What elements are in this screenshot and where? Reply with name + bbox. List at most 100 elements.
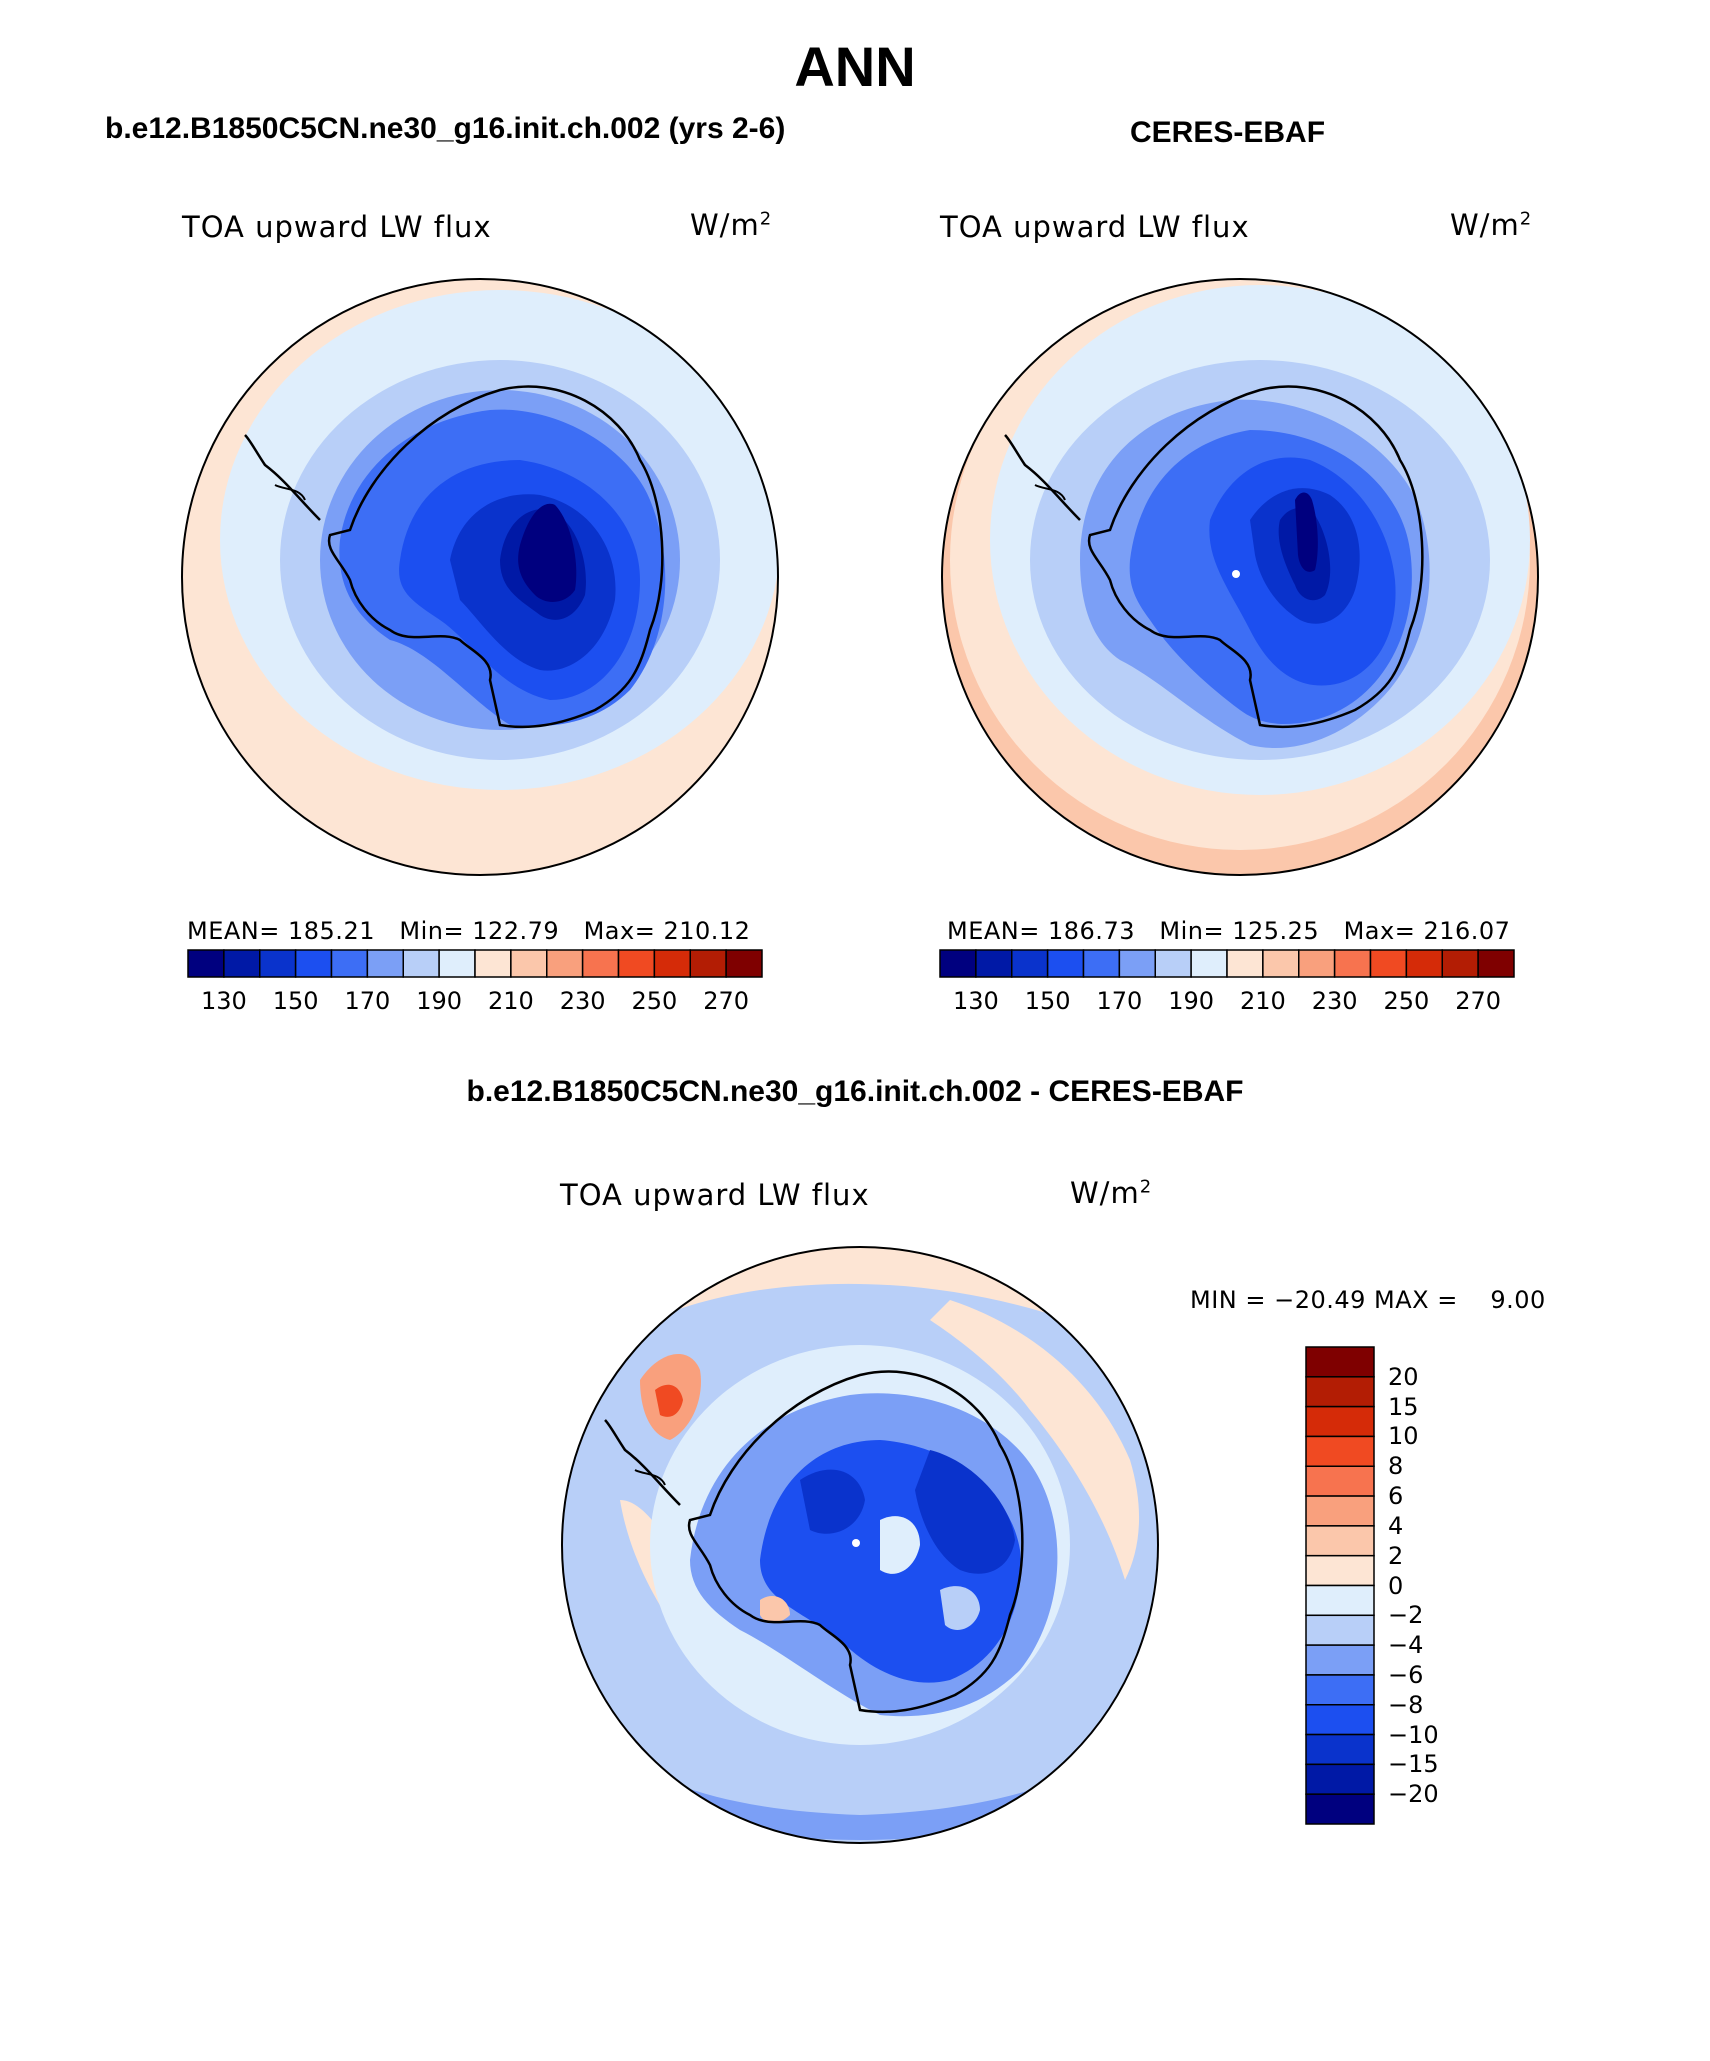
colorbar-swatch (438, 949, 476, 978)
diff-colorbar-swatch (1305, 1554, 1375, 1587)
diff-colorbar-tick-label: −8 (1388, 1690, 1424, 1719)
colorbar-swatch (223, 949, 261, 978)
colorbar-tick-label: 170 (1096, 987, 1143, 1015)
colorbar-swatch (1154, 949, 1192, 978)
colorbar-swatch (1011, 949, 1049, 978)
right-panel-unit: W/m2 (1450, 208, 1533, 242)
colorbar-swatch (1477, 949, 1515, 978)
colorbar-swatch (1369, 949, 1408, 978)
colorbar-tick-label: 130 (200, 987, 247, 1015)
diff-colorbar-tick-label: −10 (1388, 1720, 1439, 1749)
colorbar-tick-label: 150 (1024, 987, 1071, 1015)
colorbar-tick-label: 130 (952, 987, 999, 1015)
left-colorbar (187, 949, 763, 978)
diff-colorbar-swatch (1305, 1405, 1375, 1438)
colorbar-swatch (510, 949, 548, 978)
colorbar-swatch (975, 949, 1013, 978)
colorbar-swatch (653, 949, 691, 978)
colorbar-swatch (1441, 949, 1479, 978)
colorbar-swatch (546, 949, 584, 978)
difference-map-frame (561, 1246, 1159, 1844)
colorbar-tick-label: 270 (1455, 987, 1502, 1015)
diff-colorbar-tick-label: −6 (1388, 1660, 1424, 1689)
colorbar-swatch (474, 949, 512, 978)
diff-colorbar-swatch (1305, 1763, 1375, 1795)
diff-colorbar-swatch (1305, 1376, 1375, 1408)
colorbar-swatch (1405, 949, 1443, 978)
colorbar-swatch (617, 949, 656, 978)
diff-colorbar-tick-label: 20 (1388, 1362, 1419, 1391)
right-polar-map (942, 279, 1538, 875)
colorbar-swatch (187, 949, 225, 978)
right-panel-variable: TOA upward LW flux (940, 210, 1250, 244)
colorbar-swatch (330, 949, 369, 978)
colorbar-tick-label: 270 (703, 987, 750, 1015)
left-panel-variable: TOA upward LW flux (182, 210, 492, 244)
left-panel-stats: MEAN= 185.21 Min= 122.79 Max= 210.12 (187, 917, 751, 945)
diff-colorbar-tick-label: 10 (1388, 1422, 1419, 1451)
colorbar-swatch (725, 949, 763, 978)
diff-colorbar-tick-label: −4 (1388, 1631, 1424, 1660)
diff-colorbar-tick-label: 2 (1388, 1541, 1404, 1570)
colorbar-tick-label: 250 (1383, 987, 1430, 1015)
left-panel-unit: W/m2 (690, 208, 773, 242)
diff-colorbar-swatch (1305, 1525, 1375, 1557)
right-colorbar (939, 949, 1515, 978)
diff-colorbar-tick-label: 4 (1388, 1511, 1404, 1540)
colorbar-swatch (689, 949, 727, 978)
difference-title: b.e12.B1850C5CN.ne30_g16.init.ch.002 - C… (466, 1075, 1244, 1108)
diff-colorbar-swatch (1305, 1674, 1375, 1706)
diff-colorbar-swatch (1305, 1644, 1375, 1676)
right-map-frame (941, 278, 1539, 876)
diff-colorbar-tick-label: 6 (1388, 1482, 1404, 1511)
diff-colorbar-swatch (1305, 1793, 1375, 1825)
colorbar-swatch (939, 949, 977, 978)
colorbar-tick-label: 190 (416, 987, 463, 1015)
diff-colorbar-swatch (1305, 1584, 1375, 1617)
difference-variable: TOA upward LW flux (560, 1178, 870, 1212)
colorbar-swatch (1226, 949, 1264, 978)
difference-polar-map (562, 1247, 1158, 1843)
colorbar-swatch (581, 949, 620, 978)
colorbar-swatch (402, 949, 440, 978)
colorbar-tick-label: 210 (487, 987, 534, 1015)
main-title: ANN (794, 35, 916, 98)
diff-colorbar-tick-label: 0 (1388, 1571, 1404, 1600)
colorbar-tick-label: 230 (1311, 987, 1358, 1015)
left-polar-map (182, 279, 778, 875)
diff-colorbar-swatch (1305, 1733, 1375, 1766)
colorbar-swatch (1262, 949, 1300, 978)
colorbar-swatch (366, 949, 404, 978)
diff-colorbar-swatch (1305, 1435, 1375, 1467)
right-panel-stats: MEAN= 186.73 Min= 125.25 Max= 216.07 (947, 917, 1511, 945)
diff-colorbar-swatch (1305, 1614, 1375, 1646)
colorbar-swatch (294, 949, 333, 978)
colorbar-tick-label: 230 (559, 987, 606, 1015)
colorbar-swatch (1082, 949, 1121, 978)
difference-colorbar (1305, 1346, 1375, 1825)
diff-colorbar-swatch (1305, 1465, 1375, 1497)
colorbar-swatch (1190, 949, 1228, 978)
colorbar-swatch (1333, 949, 1372, 978)
colorbar-swatch (259, 949, 297, 978)
diff-colorbar-swatch (1305, 1346, 1375, 1378)
difference-unit: W/m2 (1070, 1176, 1153, 1210)
diff-colorbar-tick-label: 8 (1388, 1452, 1404, 1481)
colorbar-tick-label: 190 (1168, 987, 1215, 1015)
colorbar-swatch (1298, 949, 1336, 978)
diff-colorbar-swatch (1305, 1704, 1375, 1736)
diff-colorbar-tick-label: 15 (1388, 1392, 1419, 1421)
difference-min-max: MIN = −20.49 MAX = 9.00 (1190, 1286, 1546, 1314)
colorbar-tick-label: 170 (344, 987, 391, 1015)
left-map-frame (181, 278, 779, 876)
diff-colorbar-tick-label: −15 (1388, 1750, 1439, 1779)
colorbar-tick-label: 150 (272, 987, 319, 1015)
colorbar-tick-label: 210 (1239, 987, 1286, 1015)
diff-colorbar-tick-label: −2 (1388, 1601, 1424, 1630)
colorbar-swatch (1046, 949, 1085, 978)
right-panel-case-title: CERES-EBAF (1130, 116, 1326, 149)
colorbar-tick-label: 250 (631, 987, 678, 1015)
diff-colorbar-tick-label: −20 (1388, 1780, 1439, 1809)
diff-colorbar-swatch (1305, 1495, 1375, 1527)
